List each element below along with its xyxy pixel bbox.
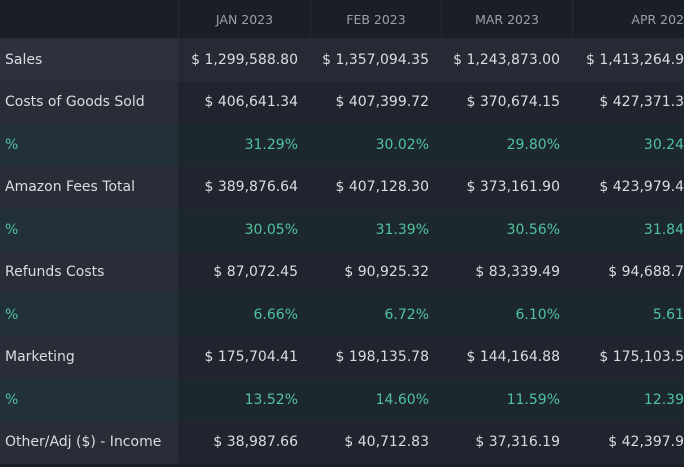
column-header: MAR 2023 <box>441 0 572 38</box>
table-row: % 13.52% 14.60% 11.59% 12.39 <box>0 379 684 422</box>
table-row: Other/Adj ($) - Income $ 38,987.66 $ 40,71… <box>0 421 684 464</box>
row-label: Other/Adj ($) - Income <box>0 421 178 463</box>
cell-value: 31.39% <box>375 221 429 238</box>
row-label: % <box>0 209 178 251</box>
cell-value: 30.24 <box>643 136 684 153</box>
cell-value: 6.72% <box>384 306 429 323</box>
cell-value: $ 407,128.30 <box>335 179 429 196</box>
cell-value: $ 144,164.88 <box>466 349 560 366</box>
table-row: % 30.05% 31.39% 30.56% 31.84 <box>0 209 684 252</box>
cell-value: $ 175,103.5 <box>599 349 684 366</box>
cell-value: 29.80% <box>506 136 560 153</box>
row-label: % <box>0 124 178 166</box>
cell-value: $ 37,316.19 <box>475 434 560 451</box>
cell-value: $ 1,243,873.00 <box>453 51 560 68</box>
cell-value: $ 87,072.45 <box>213 264 298 281</box>
cell-value: 12.39 <box>643 391 684 408</box>
cell-value: 30.56% <box>506 221 560 238</box>
table-row: Amazon Fees Total $ 389,876.64 $ 407,128.3… <box>0 166 684 209</box>
cell-value: $ 389,876.64 <box>204 179 298 196</box>
column-header: APR 202 <box>572 0 684 38</box>
cell-value: 31.29% <box>244 136 298 153</box>
cell-value: $ 1,299,588.80 <box>191 51 298 68</box>
table-row: Refunds Costs $ 87,072.45 $ 90,925.32 $ 83,… <box>0 251 684 294</box>
cell-value: 13.52% <box>244 391 298 408</box>
cell-value: 30.05% <box>244 221 298 238</box>
cell-value: 5.61 <box>652 306 684 323</box>
cell-value: 11.59% <box>506 391 560 408</box>
cell-value: $ 90,925.32 <box>344 264 429 281</box>
cell-value: $ 198,135.78 <box>335 349 429 366</box>
cell-value: $ 1,413,264.9 <box>586 51 684 68</box>
cell-value: 6.66% <box>253 306 298 323</box>
header-row: JAN 2023 FEB 2023 MAR 2023 APR 202 <box>0 0 684 39</box>
header-corner <box>0 0 178 38</box>
row-label: Sales <box>0 39 178 81</box>
cell-value: $ 38,987.66 <box>213 434 298 451</box>
row-label: Amazon Fees Total <box>0 166 178 208</box>
cell-value: $ 423,979.4 <box>599 179 684 196</box>
cell-value: $ 407,399.72 <box>335 94 429 111</box>
row-label: % <box>0 294 178 336</box>
cell-value: 30.02% <box>375 136 429 153</box>
row-label: Costs of Goods Sold <box>0 81 178 123</box>
cell-value: $ 83,339.49 <box>475 264 560 281</box>
cell-value: 6.10% <box>515 306 560 323</box>
cell-value: $ 370,674.15 <box>466 94 560 111</box>
cell-value: $ 175,704.41 <box>204 349 298 366</box>
table-row: % 6.66% 6.72% 6.10% 5.61 <box>0 294 684 337</box>
row-label: Refunds Costs <box>0 251 178 293</box>
column-header: FEB 2023 <box>310 0 441 38</box>
column-header: JAN 2023 <box>178 0 310 38</box>
table-row: Costs of Goods Sold $ 406,641.34 $ 407,399… <box>0 81 684 124</box>
row-label: % <box>0 379 178 421</box>
table-row: Marketing $ 175,704.41 $ 198,135.78 $ 144,1… <box>0 336 684 379</box>
cell-value: 31.84 <box>643 221 684 238</box>
cell-value: $ 40,712.83 <box>344 434 429 451</box>
cell-value: $ 427,371.3 <box>599 94 684 111</box>
cell-value: $ 1,357,094.35 <box>322 51 429 68</box>
cell-value: 14.60% <box>375 391 429 408</box>
row-label: Marketing <box>0 336 178 378</box>
cell-value: $ 42,397.9 <box>608 434 684 451</box>
cell-value: $ 373,161.90 <box>466 179 560 196</box>
cell-value: $ 406,641.34 <box>204 94 298 111</box>
cell-value: $ 94,688.7 <box>608 264 684 281</box>
table-row: % 31.29% 30.02% 29.80% 30.24 <box>0 124 684 167</box>
table-row: Sales $ 1,299,588.80 $ 1,357,094.35 $ 1,243… <box>0 39 684 82</box>
